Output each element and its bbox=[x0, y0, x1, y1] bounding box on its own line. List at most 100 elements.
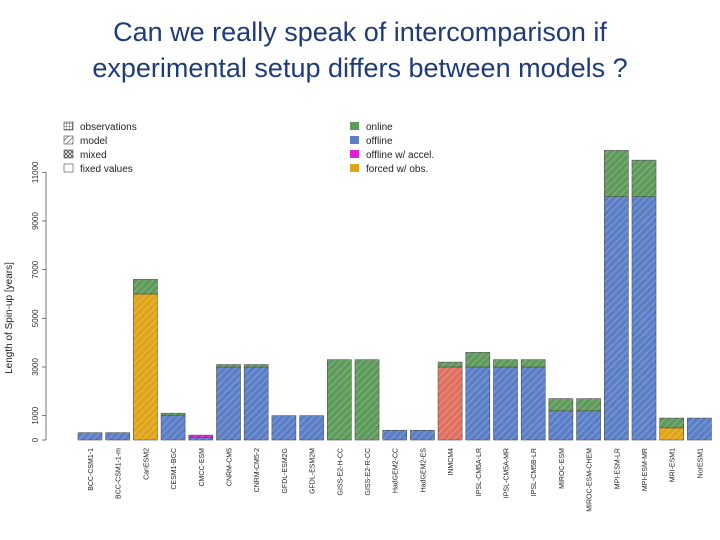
legend-swatch-offline bbox=[350, 136, 359, 144]
x-tick-label: INMCM4 bbox=[448, 448, 455, 476]
slide-title-line-2: experimental setup differs between model… bbox=[92, 53, 628, 83]
bar-group bbox=[77, 432, 103, 441]
x-tick-label: GFDL-ESM2M bbox=[310, 448, 317, 494]
x-tick-label: CanESM2 bbox=[143, 448, 150, 480]
bar-hatch bbox=[632, 160, 656, 197]
x-tick-label: CMCC-ESM bbox=[199, 448, 206, 487]
legend-swatch-observations bbox=[63, 121, 74, 131]
x-tick-label: MPI-ESM-LR bbox=[614, 448, 621, 489]
bar-hatch bbox=[216, 364, 241, 367]
bar-hatch bbox=[271, 415, 296, 440]
legend-swatch-mixed bbox=[63, 149, 74, 159]
x-tick-label: MPI-ESM-MR bbox=[642, 448, 649, 491]
bar-hatch bbox=[548, 398, 573, 411]
bar-group bbox=[216, 364, 241, 441]
legend-label-model: model bbox=[80, 136, 107, 147]
y-tick-label: 0 bbox=[31, 437, 40, 442]
legend-label-observations: observations bbox=[80, 122, 137, 133]
bar-hatch bbox=[687, 418, 712, 440]
bar-hatch bbox=[576, 398, 601, 411]
x-tick-label: HadGEM2-ES bbox=[420, 448, 427, 493]
bar-hatch bbox=[133, 294, 158, 440]
bar-group bbox=[493, 359, 518, 441]
bar-hatch bbox=[521, 359, 546, 367]
bar-group bbox=[105, 432, 130, 441]
bar-group bbox=[465, 352, 491, 441]
bar-group bbox=[603, 150, 629, 441]
bar-group bbox=[299, 415, 324, 441]
bar-hatch bbox=[410, 430, 435, 440]
y-tick-label: 5000 bbox=[31, 309, 40, 327]
legend-swatch-fixed-values bbox=[63, 163, 74, 173]
bar-hatch bbox=[216, 367, 241, 440]
bar-group bbox=[382, 429, 408, 441]
bar-hatch bbox=[521, 367, 546, 440]
x-tick-label: CESM1-BGC bbox=[171, 448, 178, 490]
bar-hatch bbox=[382, 430, 407, 440]
bar-group bbox=[133, 279, 158, 441]
bar-hatch bbox=[438, 367, 463, 440]
bar-hatch bbox=[327, 359, 352, 440]
y-tick-label: 9000 bbox=[31, 212, 40, 230]
bar-hatch bbox=[632, 196, 656, 440]
bar-hatch bbox=[438, 362, 463, 367]
bar-hatch bbox=[604, 150, 629, 197]
bar-hatch bbox=[244, 367, 269, 440]
slide-title: Can we really speak of intercomparison i… bbox=[0, 14, 720, 86]
bar-hatch bbox=[188, 437, 213, 440]
bar-group bbox=[271, 415, 297, 441]
legend-swatch-forced-obs bbox=[350, 164, 359, 172]
bar-hatch bbox=[465, 352, 490, 367]
y-axis-label: Length of Spin-up [years] bbox=[4, 262, 15, 374]
y-axis: 0 1000 3000 5000 7000 9000 11000 bbox=[31, 161, 47, 442]
x-tick-label: CNRM-CM5 bbox=[227, 448, 234, 486]
bar-group bbox=[631, 159, 657, 441]
bar-group bbox=[576, 398, 601, 441]
legend-mode: online offline offline w/ accel. forced … bbox=[350, 122, 434, 175]
y-tick-label: 3000 bbox=[31, 358, 40, 376]
bar-hatch bbox=[576, 410, 601, 440]
bar-hatch bbox=[493, 359, 518, 367]
legend-label-offline: offline bbox=[366, 136, 393, 147]
x-tick-label: MRI-ESM1 bbox=[670, 448, 677, 482]
legend-label-fixed-values: fixed values bbox=[80, 164, 133, 175]
bar-hatch bbox=[133, 279, 158, 294]
bar-group bbox=[326, 359, 352, 441]
spin-up-bar-chart: Length of Spin-up [years] observations m… bbox=[4, 121, 712, 512]
x-tick-label: HadGEM2-CC bbox=[393, 448, 400, 493]
y-tick-label: 1000 bbox=[31, 406, 40, 424]
x-tick-label: IPSL-CM5A-LR bbox=[476, 448, 483, 496]
legend-swatch-offline-accel bbox=[350, 150, 359, 158]
bar-hatch bbox=[493, 367, 518, 440]
legend-label-forced-obs: forced w/ obs. bbox=[366, 164, 428, 175]
bar-hatch bbox=[355, 359, 379, 440]
bar-group bbox=[520, 359, 546, 441]
y-tick-label: 7000 bbox=[31, 260, 40, 278]
x-tick-label: GISS-E2-H-CC bbox=[337, 448, 344, 495]
x-tick-label: GISS-E2-R-CC bbox=[365, 448, 372, 495]
legend-label-mixed: mixed bbox=[80, 150, 107, 161]
slide-title-line-1: Can we really speak of intercomparison i… bbox=[113, 17, 607, 47]
legend-swatch-model bbox=[63, 135, 74, 145]
bar-group bbox=[188, 434, 214, 441]
bar-group bbox=[354, 359, 380, 441]
bar-hatch bbox=[188, 435, 213, 438]
bar-hatch bbox=[244, 364, 269, 367]
x-tick-label: IPSL-CM5B-LR bbox=[531, 448, 538, 496]
bar-group bbox=[243, 364, 269, 441]
legend-type: observations model mixed fixed values bbox=[63, 121, 137, 175]
bar-group bbox=[160, 412, 186, 441]
bar-group bbox=[437, 361, 463, 441]
x-axis-labels: BCC-CSM1-1 BCC-CSM1-1-m CanESM2 CESM1-BGC CM… bbox=[88, 448, 704, 512]
legend-label-offline-accel: offline w/ accel. bbox=[366, 150, 434, 161]
legend-label-online: online bbox=[366, 122, 393, 133]
bar-group bbox=[410, 429, 435, 441]
bar-hatch bbox=[548, 410, 573, 440]
bar-hatch bbox=[659, 418, 684, 428]
bar-hatch bbox=[465, 367, 490, 440]
y-tick-label: 11000 bbox=[31, 161, 40, 183]
x-tick-label: IPSL-CM5A-MR bbox=[504, 448, 511, 498]
x-tick-label: MIROC-ESM bbox=[559, 448, 566, 489]
x-tick-label: BCC-CSM1-1 bbox=[88, 448, 95, 491]
bars bbox=[77, 150, 712, 441]
